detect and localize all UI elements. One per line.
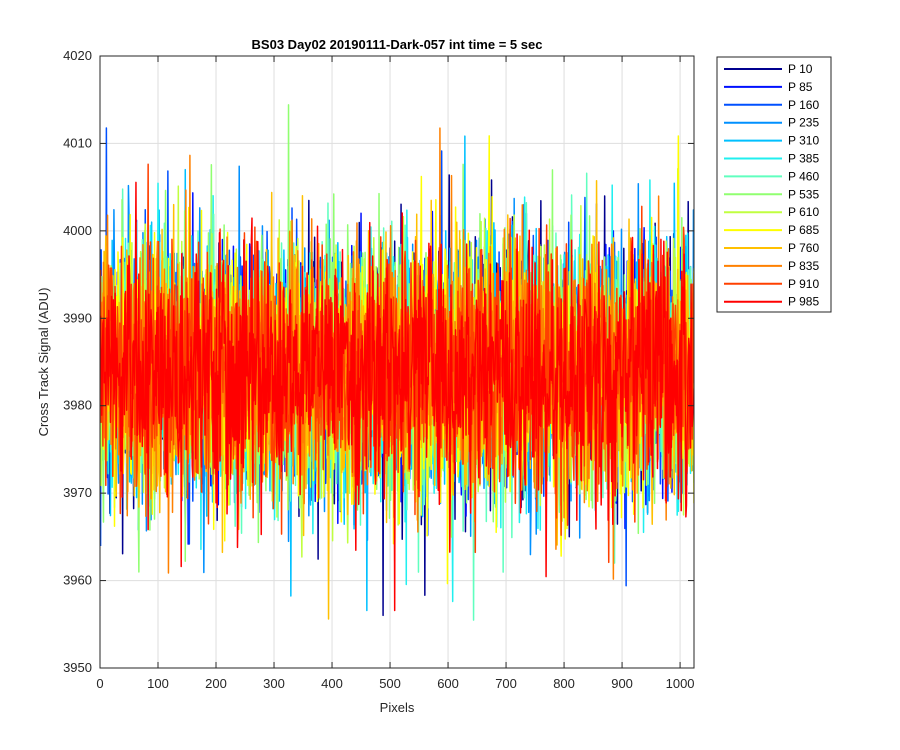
y-tick-label: 3980 (63, 398, 92, 413)
x-tick-label: 0 (96, 676, 103, 691)
y-axis-label: Cross Track Signal (ADU) (36, 288, 51, 437)
legend-entry-label: P 610 (788, 205, 819, 219)
x-tick-label: 600 (437, 676, 459, 691)
legend-entry-label: P 910 (788, 277, 819, 291)
x-tick-label: 800 (553, 676, 575, 691)
legend-box (716, 56, 832, 313)
x-tick-label: 700 (495, 676, 517, 691)
chart-title: BS03 Day02 20190111-Dark-057 int time = … (252, 37, 543, 52)
y-axis-ticks: 3950 3960 3970 3980 3990 4000 4010 4020 (63, 48, 694, 675)
y-tick-label: 3990 (63, 310, 92, 325)
legend-entry-label: P 310 (788, 134, 819, 148)
legend: P 10 P 85 P 160 P 235 P 310 P 385 P 460 P 535 P … (716, 56, 832, 313)
legend-entry-label: P 235 (788, 116, 819, 130)
legend-entry-label: P 535 (788, 187, 819, 201)
legend-entry-label: P 985 (788, 295, 819, 309)
y-tick-label: 4010 (63, 135, 92, 150)
y-tick-label: 4020 (63, 48, 92, 63)
x-tick-label: 900 (611, 676, 633, 691)
x-tick-label: 500 (379, 676, 401, 691)
legend-entry-label: P 685 (788, 223, 819, 237)
x-axis-ticks: 0 100 200 300 400 500 600 700 800 900 1000 (96, 56, 695, 691)
series-line-p-985 (100, 181, 694, 612)
x-tick-label: 200 (205, 676, 227, 691)
x-tick-label: 400 (321, 676, 343, 691)
legend-entry-label: P 835 (788, 259, 819, 273)
x-tick-label: 1000 (666, 676, 695, 691)
y-tick-label: 4000 (63, 223, 92, 238)
plot-frame (99, 55, 695, 669)
legend-entry-label: P 10 (788, 62, 813, 76)
legend-entry-label: P 760 (788, 241, 819, 255)
y-tick-label: 3960 (63, 573, 92, 588)
y-tick-label: 3970 (63, 485, 92, 500)
series-lines (100, 104, 694, 621)
x-tick-label: 300 (263, 676, 285, 691)
legend-entry-label: P 160 (788, 98, 819, 112)
y-tick-label: 3950 (63, 660, 92, 675)
x-axis-label: Pixels (380, 700, 415, 715)
legend-entry-label: P 385 (788, 152, 819, 166)
x-tick-label: 100 (147, 676, 169, 691)
legend-entry-label: P 85 (788, 80, 813, 94)
legend-entry-label: P 460 (788, 169, 819, 183)
